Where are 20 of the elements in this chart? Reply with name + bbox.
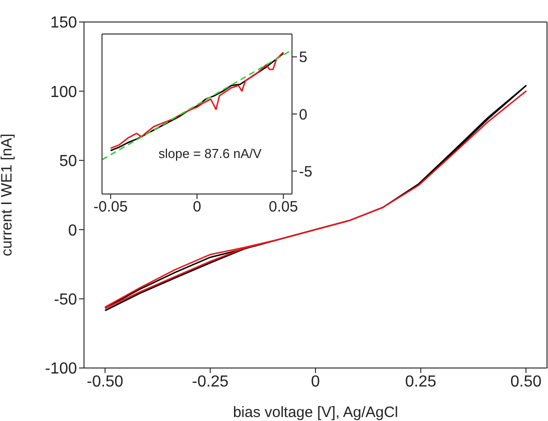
x-tick-label: -0.05 — [94, 198, 128, 216]
y-tick-label: 0 — [68, 222, 78, 240]
y-tick-label: 5 — [299, 49, 308, 66]
x-axis-title: bias voltage [V], Ag/AgCl — [232, 404, 398, 421]
y-tick-label: 50 — [59, 153, 78, 170]
x-tick-label: 0 — [311, 373, 320, 390]
annotation: slope = 87.6 nA/V — [158, 146, 262, 161]
y-axis-title: current I WE1 [nA] — [0, 134, 16, 256]
x-tick-label: -0.50 — [86, 373, 124, 390]
y-tick-label: -50 — [54, 291, 78, 308]
x-tick-label: 0.25 — [405, 373, 436, 390]
y-tick-label: 150 — [50, 14, 78, 32]
x-tick-label: 0 — [192, 198, 202, 216]
x-tick-label: 0.50 — [510, 373, 542, 390]
y-tick-label: -5 — [299, 163, 312, 180]
y-tick-label: 0 — [299, 106, 308, 124]
y-tick-label: 100 — [50, 84, 78, 101]
x-tick-label: -0.25 — [192, 373, 229, 390]
y-tick-label: -100 — [44, 360, 78, 378]
x-tick-label: 0.05 — [268, 198, 298, 216]
